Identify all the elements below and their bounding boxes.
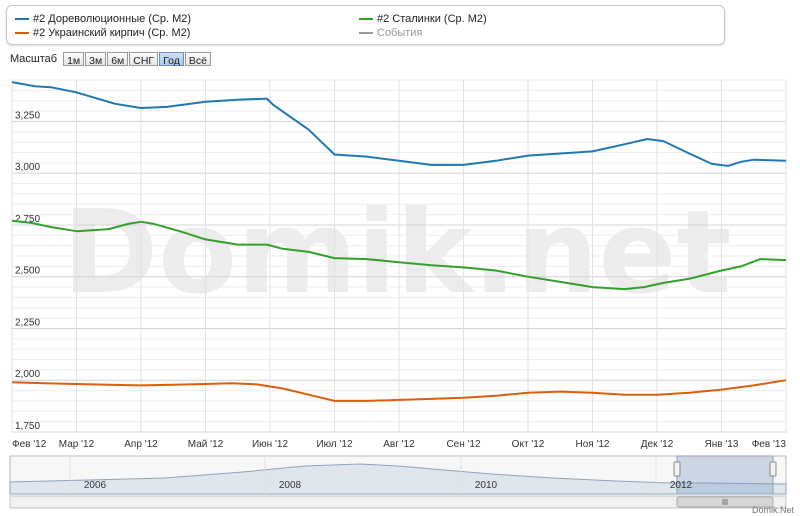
navigator[interactable]: 2006 2008 2010 2012: [9, 455, 787, 509]
legend-label: #2 Дореволюционные (Ср. М2): [33, 13, 192, 25]
x-tick-label: Май '12: [188, 439, 224, 450]
series-lines: [11, 81, 787, 402]
zoom-label: Масштаб: [10, 53, 58, 65]
navigator-handle[interactable]: [769, 461, 777, 477]
zoom-1m-button[interactable]: 1м: [63, 52, 85, 67]
zoom-all-button[interactable]: Всё: [184, 52, 211, 67]
legend-item-prerevolutionary[interactable]: #2 Дореволюционные (Ср. М2): [15, 13, 191, 25]
y-tick-label: 1,750: [15, 421, 40, 432]
legend-item-ukrainian-brick[interactable]: #2 Украинский кирпич (Ср. М2): [15, 27, 190, 39]
series-line-2: [11, 379, 787, 402]
navigator-handle[interactable]: [673, 461, 681, 477]
legend-swatch: [359, 18, 373, 20]
navigator-overview: [9, 463, 787, 495]
navigator-scrollbar[interactable]: [9, 495, 787, 509]
x-tick-label: Дек '12: [641, 439, 674, 450]
legend-item-events[interactable]: События: [359, 27, 422, 39]
y-tick-label: 3,000: [15, 162, 40, 173]
zoom-bar: Масштаб 1м 3м 6м СНГ Год Всё: [10, 52, 212, 67]
x-axis-labels: Фев '12 Мар '12 Апр '12 Май '12 Июн '12 Июл '…: [12, 439, 786, 450]
navigator-year-label: 2010: [475, 480, 498, 491]
x-tick-label: Фев '12: [12, 439, 47, 450]
grid-lines: [11, 79, 787, 433]
zoom-year-button[interactable]: Год: [159, 52, 184, 67]
series-line-0: [11, 81, 787, 167]
legend-swatch: [15, 18, 29, 20]
legend: #2 Дореволюционные (Ср. М2) #2 Сталинки …: [6, 5, 725, 45]
y-tick-label: 2,250: [15, 317, 40, 328]
legend-label: #2 Украинский кирпич (Ср. М2): [33, 27, 191, 39]
x-tick-label: Янв '13: [705, 439, 739, 450]
series-line-1: [11, 219, 787, 291]
zoom-6m-button[interactable]: 6м: [107, 52, 129, 67]
y-tick-label: 2,000: [15, 369, 40, 380]
legend-swatch: [359, 32, 373, 34]
y-tick-label: 2,750: [15, 214, 40, 225]
legend-swatch: [15, 32, 29, 34]
x-tick-label: Июл '12: [316, 439, 353, 450]
x-tick-label: Июн '12: [252, 439, 288, 450]
x-tick-label: Фев '13: [752, 439, 787, 450]
zoom-ytd-button[interactable]: СНГ: [129, 52, 159, 67]
x-tick-label: Апр '12: [124, 439, 158, 450]
zoom-3m-button[interactable]: 3м: [85, 52, 107, 67]
x-tick-label: Мар '12: [59, 439, 95, 450]
x-tick-label: Сен '12: [446, 439, 481, 450]
y-tick-label: 2,500: [15, 266, 40, 277]
x-tick-label: Авг '12: [383, 439, 415, 450]
credit-text: Domik.Net: [751, 505, 794, 515]
y-axis-labels: 1,750 2,000 2,250 2,500 2,750 3,000 3,250: [15, 110, 40, 432]
x-tick-label: Окт '12: [512, 439, 545, 450]
y-tick-label: 3,250: [15, 110, 40, 121]
navigator-year-label: 2008: [279, 480, 302, 491]
x-tick-label: Ноя '12: [575, 439, 609, 450]
legend-label: События: [377, 27, 423, 39]
navigator-year-label: 2006: [84, 480, 107, 491]
watermark-text: Domik.net: [63, 186, 732, 320]
legend-label: #2 Сталинки (Ср. М2): [377, 13, 487, 25]
navigator-year-label: 2012: [670, 480, 693, 491]
legend-item-stalinki[interactable]: #2 Сталинки (Ср. М2): [359, 13, 487, 25]
